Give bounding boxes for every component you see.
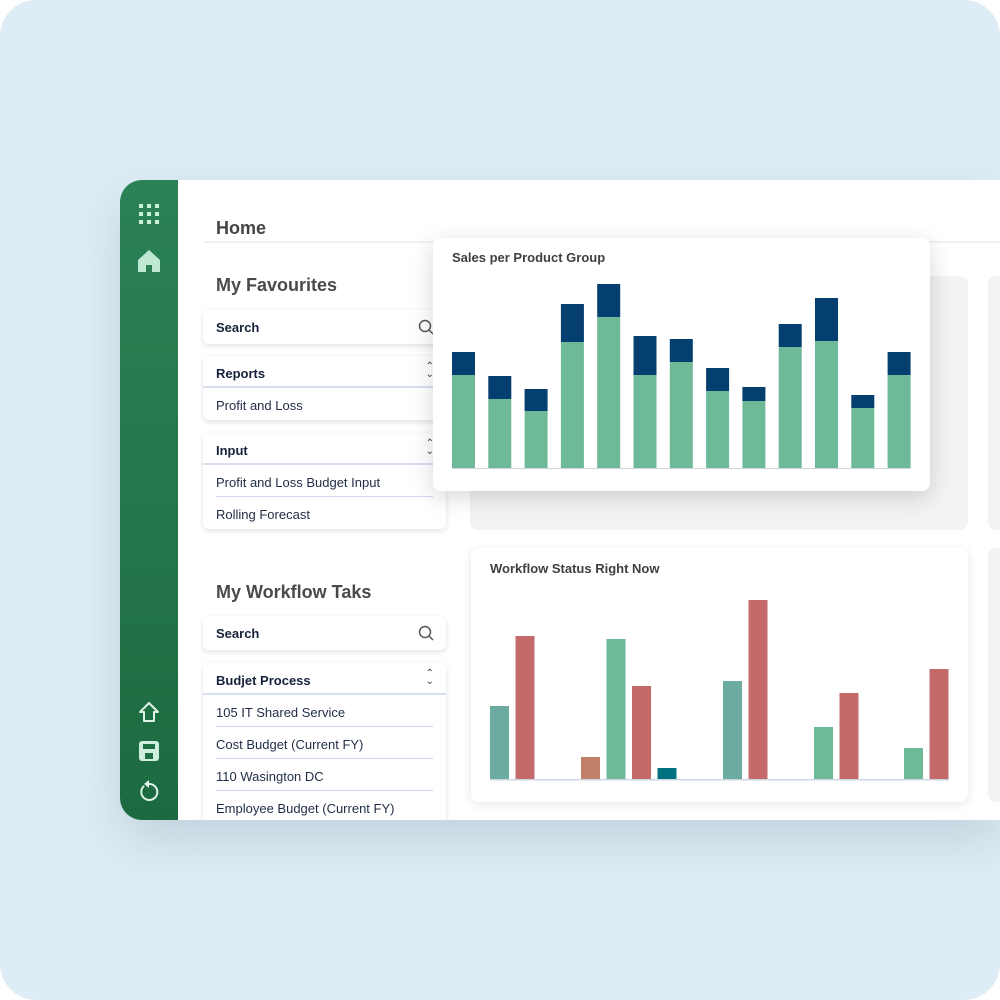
workflow-status-card: Workflow Status Right Now xyxy=(471,548,968,802)
bar-segment-7-0 xyxy=(706,391,730,468)
x-axis-line xyxy=(452,468,911,469)
input-header[interactable]: Input xyxy=(216,443,248,458)
list-item[interactable]: Profit and Loss Budget Input xyxy=(216,475,381,490)
divider xyxy=(216,758,433,759)
expand-collapse-icon[interactable]: ⌃ ⌄ xyxy=(425,668,434,687)
bar-1-0 xyxy=(581,757,600,779)
workflow-status-chart xyxy=(490,600,949,781)
bar-1-3 xyxy=(657,768,677,779)
bar-segment-2-0 xyxy=(524,411,548,468)
sidebar xyxy=(120,180,178,820)
list-item[interactable]: Employee Budget (Current FY) xyxy=(216,801,395,816)
bar-0-1 xyxy=(515,636,535,779)
bar-segment-7-1 xyxy=(706,368,730,391)
placeholder-card xyxy=(988,276,1000,530)
budget-process-header[interactable]: Budjet Process xyxy=(216,673,311,688)
bar-segment-0-0 xyxy=(452,375,475,468)
search-icon[interactable] xyxy=(418,625,434,641)
workflow-search-input[interactable]: Search xyxy=(203,616,446,650)
bar-segment-1-0 xyxy=(488,399,512,468)
bar-1-2 xyxy=(632,686,651,779)
divider xyxy=(216,496,433,497)
divider xyxy=(216,790,433,791)
divider xyxy=(203,463,446,465)
search-placeholder: Search xyxy=(216,626,260,641)
bar-1-1 xyxy=(606,639,626,779)
divider xyxy=(203,693,446,695)
expand-collapse-icon[interactable]: ⌃ ⌄ xyxy=(425,361,434,380)
placeholder-card xyxy=(988,548,1000,802)
bar-segment-5-0 xyxy=(633,375,657,468)
bar-segment-6-1 xyxy=(669,339,693,362)
list-item[interactable]: 110 Wasington DC xyxy=(216,769,324,784)
x-axis-line xyxy=(490,779,949,781)
bar-2-1 xyxy=(748,600,768,779)
apps-grid-icon[interactable] xyxy=(137,202,161,226)
bar-segment-12-0 xyxy=(887,375,911,468)
list-item[interactable]: Cost Budget (Current FY) xyxy=(216,737,364,752)
bar-segment-2-1 xyxy=(524,389,548,411)
page-title: Home xyxy=(216,218,267,238)
search-icon[interactable] xyxy=(418,319,434,335)
bar-segment-3-0 xyxy=(560,342,584,468)
divider xyxy=(216,726,433,727)
favourites-search-input[interactable]: Search xyxy=(203,310,446,344)
bar-segment-1-1 xyxy=(488,376,512,399)
bar-segment-11-0 xyxy=(851,408,875,468)
list-item[interactable]: Rolling Forecast xyxy=(216,507,310,522)
workflow-title: My Workflow Taks xyxy=(216,582,372,602)
bar-segment-0-1 xyxy=(452,352,475,375)
home-icon[interactable] xyxy=(137,249,161,273)
bar-segment-3-1 xyxy=(560,304,584,342)
reports-header[interactable]: Reports xyxy=(216,366,266,381)
bar-3-0 xyxy=(814,727,833,779)
search-placeholder: Search xyxy=(216,320,260,335)
list-item[interactable]: Profit and Loss xyxy=(216,398,303,413)
bar-segment-10-0 xyxy=(815,341,838,468)
chart-title: Workflow Status Right Now xyxy=(490,561,660,576)
bar-segment-11-1 xyxy=(851,395,875,408)
bar-4-0 xyxy=(904,748,923,779)
list-item[interactable]: 105 IT Shared Service xyxy=(216,705,346,720)
sales-chart-card: Sales per Product Group xyxy=(433,238,930,491)
bar-segment-9-0 xyxy=(778,347,802,468)
bar-segment-8-1 xyxy=(742,387,766,401)
budget-process-group: Budjet Process ⌃ ⌄ 105 IT Shared Service … xyxy=(203,663,446,820)
chart-title: Sales per Product Group xyxy=(452,250,606,265)
bar-segment-8-0 xyxy=(742,401,766,468)
reports-group: Reports ⌃ ⌄ Profit and Loss xyxy=(203,356,446,420)
sales-chart xyxy=(452,284,911,469)
refresh-icon[interactable] xyxy=(137,778,161,802)
bar-segment-4-0 xyxy=(597,317,621,468)
input-group: Input ⌃ ⌄ Profit and Loss Budget Input Ro… xyxy=(203,433,446,529)
bar-segment-4-1 xyxy=(597,284,621,317)
favourites-title: My Favourites xyxy=(216,275,338,295)
bar-2-0 xyxy=(723,681,742,779)
save-icon[interactable] xyxy=(137,739,161,763)
bar-3-1 xyxy=(839,693,859,779)
home-outline-icon[interactable] xyxy=(137,700,161,724)
bar-segment-9-1 xyxy=(778,324,802,347)
bar-4-1 xyxy=(929,669,949,779)
bar-segment-12-1 xyxy=(887,352,911,375)
expand-collapse-icon[interactable]: ⌃ ⌄ xyxy=(425,438,434,457)
bar-segment-10-1 xyxy=(815,298,838,341)
bar-0-0 xyxy=(490,706,509,779)
bar-segment-5-1 xyxy=(633,336,657,375)
bar-segment-6-0 xyxy=(669,362,693,468)
divider xyxy=(203,386,446,388)
